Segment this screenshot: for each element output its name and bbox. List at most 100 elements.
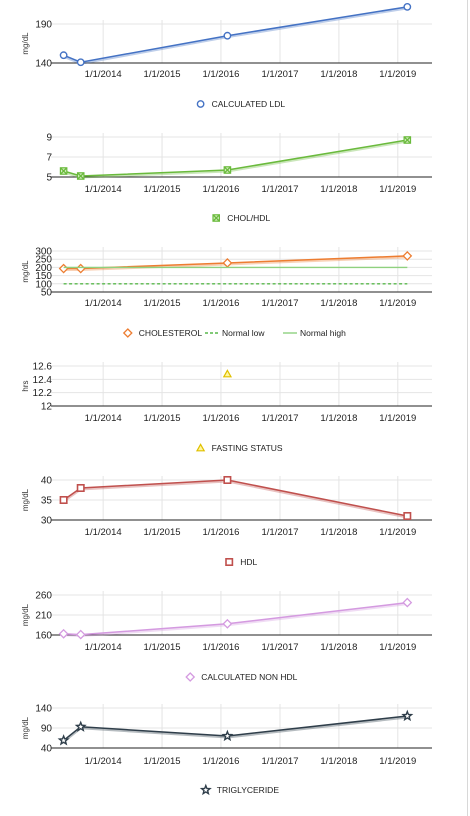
data-point xyxy=(222,258,233,268)
x-tick-label: 1/1/2018 xyxy=(320,184,357,195)
series-line xyxy=(63,255,408,270)
series-line xyxy=(63,715,408,741)
y-tick-label: 7 xyxy=(46,153,52,164)
x-tick-label: 1/1/2019 xyxy=(379,69,416,80)
data-point xyxy=(58,628,69,639)
data-point xyxy=(59,51,68,60)
x-tick-label: 1/1/2015 xyxy=(144,184,181,195)
data-point xyxy=(75,629,86,640)
chart-5: 30 35 40 1/1/2014 1/1/2015 1/1/2016 1/1/2017 1/… xyxy=(21,475,432,567)
data-point xyxy=(402,597,413,608)
data-point xyxy=(76,172,85,180)
legend-item: FASTING STATUS xyxy=(195,443,283,453)
data-point xyxy=(58,263,69,274)
legend-label: Normal high xyxy=(300,328,346,338)
y-axis-label: mg/dL xyxy=(21,260,30,283)
x-tick-label: 1/1/2019 xyxy=(379,642,416,653)
legend-label: CALCULATED LDL xyxy=(212,99,286,109)
data-point xyxy=(401,709,414,722)
data-point xyxy=(223,475,232,484)
data-point xyxy=(222,369,233,378)
y-tick-label: 40 xyxy=(41,476,53,487)
legend-swatch xyxy=(185,672,196,682)
x-tick-label: 1/1/2018 xyxy=(320,69,357,80)
series-line xyxy=(63,601,408,636)
legend-label: Normal low xyxy=(222,328,265,338)
x-tick-label: 1/1/2016 xyxy=(202,298,239,309)
data-point xyxy=(402,251,413,261)
x-tick-label: 1/1/2016 xyxy=(202,756,239,767)
data-point xyxy=(403,511,412,520)
y-axis-label: mg/dL xyxy=(21,488,30,511)
y-tick-label: 35 xyxy=(41,496,53,507)
data-point xyxy=(74,720,87,732)
legend-label: CHOLESTEROL xyxy=(139,328,203,338)
x-tick-label: 1/1/2016 xyxy=(202,527,239,538)
x-tick-label: 1/1/2018 xyxy=(320,298,357,309)
y-tick-label: 12 xyxy=(41,402,53,413)
legend-item: CALCULATED LDL xyxy=(196,99,286,109)
x-tick-label: 1/1/2015 xyxy=(144,756,181,767)
x-tick-label: 1/1/2019 xyxy=(379,527,416,538)
x-tick-label: 1/1/2019 xyxy=(379,413,416,424)
data-point xyxy=(221,729,234,742)
y-tick-label: 260 xyxy=(35,591,52,602)
y-tick-label: 140 xyxy=(35,59,52,70)
y-axis-label: mg/dL xyxy=(21,716,30,739)
legend-item: TRIGLYCERIDE xyxy=(199,783,279,796)
legend-swatch xyxy=(195,443,206,452)
legend-swatch xyxy=(122,328,133,338)
x-tick-label: 1/1/2017 xyxy=(262,756,299,767)
chart-7: 40 90 140 1/1/2014 1/1/2015 1/1/2016 1/1/2017 1… xyxy=(21,704,432,796)
y-tick-label: 300 xyxy=(35,247,52,258)
legend-label: HDL xyxy=(240,557,257,567)
x-tick-label: 1/1/2019 xyxy=(379,298,416,309)
x-tick-label: 1/1/2015 xyxy=(144,298,181,309)
x-tick-label: 1/1/2014 xyxy=(85,642,122,653)
y-axis-label: hrs xyxy=(21,380,30,391)
x-tick-label: 1/1/2017 xyxy=(262,69,299,80)
legend-item: CHOLESTEROL xyxy=(122,328,203,338)
y-axis-label: mg/dL xyxy=(21,32,30,55)
y-tick-label: 100 xyxy=(35,279,52,290)
x-tick-label: 1/1/2016 xyxy=(202,642,239,653)
legend-swatch xyxy=(212,214,221,222)
y-tick-label: 12.2 xyxy=(33,388,53,399)
x-tick-label: 1/1/2015 xyxy=(144,527,181,538)
x-tick-label: 1/1/2017 xyxy=(262,413,299,424)
x-tick-label: 1/1/2015 xyxy=(144,642,181,653)
x-tick-label: 1/1/2015 xyxy=(144,413,181,424)
x-tick-label: 1/1/2019 xyxy=(379,756,416,767)
x-tick-label: 1/1/2018 xyxy=(320,642,357,653)
y-tick-label: 12.4 xyxy=(33,375,53,386)
y-tick-label: 40 xyxy=(41,744,53,755)
y-tick-label: 50 xyxy=(41,288,53,299)
legend-label: CHOL/HDL xyxy=(227,213,270,223)
y-tick-label: 190 xyxy=(35,20,52,31)
y-tick-label: 90 xyxy=(41,724,53,735)
series-line xyxy=(63,139,408,177)
x-tick-label: 1/1/2014 xyxy=(85,184,122,195)
x-tick-label: 1/1/2014 xyxy=(85,527,122,538)
legend-item: Normal high xyxy=(283,328,346,338)
legend-label: CALCULATED NON HDL xyxy=(201,672,297,682)
x-tick-label: 1/1/2014 xyxy=(85,69,122,80)
series-line xyxy=(63,479,408,517)
data-point xyxy=(223,31,232,40)
series-line-shadow xyxy=(63,139,408,179)
data-point xyxy=(403,136,412,144)
x-tick-label: 1/1/2017 xyxy=(262,642,299,653)
series-line-shadow xyxy=(63,602,408,638)
y-axis-label: mg/dL xyxy=(21,603,30,626)
series-line-shadow xyxy=(62,715,408,743)
x-tick-label: 1/1/2017 xyxy=(262,527,299,538)
data-point xyxy=(75,263,86,274)
x-tick-label: 1/1/2014 xyxy=(85,756,122,767)
data-point xyxy=(59,495,68,504)
chart-4: 12 12.2 12.4 12.6 1/1/2014 1/1/2015 1/1/2016 1/… xyxy=(21,362,432,453)
data-point xyxy=(76,58,85,67)
y-tick-label: 160 xyxy=(35,631,52,642)
